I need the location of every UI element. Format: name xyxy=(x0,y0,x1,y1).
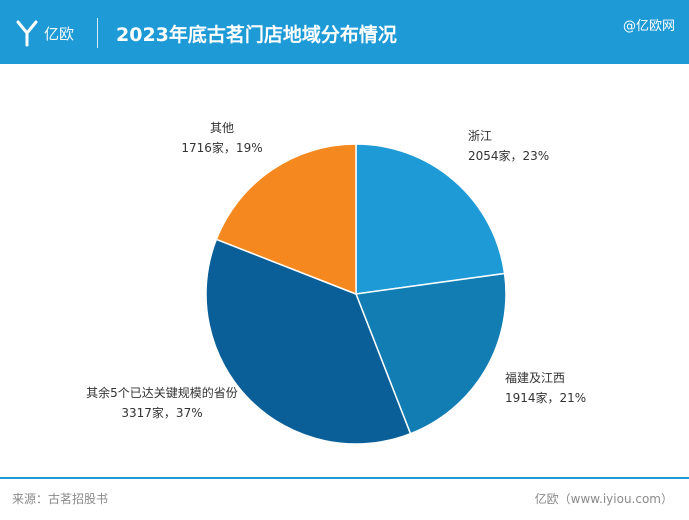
pie-chart: 浙江 2054家，23% 福建及江西 1914家，21% 其余5个已达关键规模的省份 33… xyxy=(86,121,586,445)
slice-value-label-other: 1716家，19% xyxy=(181,140,262,155)
pie-slice-other xyxy=(215,143,357,296)
slice-name-label-zhejiang: 浙江 xyxy=(468,129,492,143)
pie-slice-five-provinces xyxy=(205,238,412,445)
slice-value-label-zhejiang: 2054家，23% xyxy=(468,148,549,163)
pie-slice-zhejiang xyxy=(355,143,506,295)
logo: 亿欧 xyxy=(16,18,74,48)
footer-divider xyxy=(0,477,689,479)
header-bar: 亿欧 2023年底古茗门店地域分布情况 @亿欧网 xyxy=(0,0,689,64)
slice-value-label-fujian-jiangxi: 1914家，21% xyxy=(505,390,586,405)
pie-slice-fujian-jiangxi xyxy=(354,272,507,435)
slice-name-label-other: 其他 xyxy=(210,121,234,135)
slice-value-label-five-provinces: 3317家，37% xyxy=(121,405,202,420)
yiou-logo-icon xyxy=(16,20,38,47)
page-title: 2023年底古茗门店地域分布情况 xyxy=(116,24,397,46)
header-divider xyxy=(97,18,98,48)
slice-name-label-fujian-jiangxi: 福建及江西 xyxy=(505,370,565,385)
watermark: @亿欧网 xyxy=(622,19,675,34)
source-note: 来源：古茗招股书 xyxy=(12,492,109,506)
pie-chart-area: 浙江 2054家，23% 福建及江西 1914家，21% 其余5个已达关键规模的省份 33… xyxy=(0,64,689,474)
logo-text: 亿欧 xyxy=(44,24,75,43)
brand-note: 亿欧（www.iyiou.com） xyxy=(534,492,673,506)
slice-name-label-five-provinces: 其余5个已达关键规模的省份 xyxy=(86,385,238,400)
